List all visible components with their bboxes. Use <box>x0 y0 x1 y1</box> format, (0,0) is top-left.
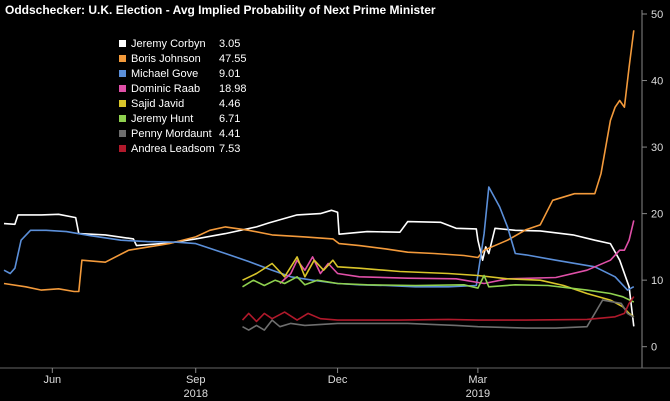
legend-swatch <box>119 40 126 47</box>
legend-swatch <box>119 55 126 62</box>
x-year-label: 2018 <box>183 388 207 400</box>
chart-title: Oddschecker: U.K. Election - Avg Implied… <box>5 3 436 17</box>
legend-swatch <box>119 115 126 122</box>
legend-label: Sajid Javid <box>131 97 185 110</box>
x-tick-label: Mar <box>468 374 487 386</box>
legend-value: 4.46 <box>219 97 241 110</box>
series-line <box>3 209 635 327</box>
legend-swatch <box>119 130 126 137</box>
legend-label: Boris Johnson <box>131 52 201 65</box>
legend-label: Michael Gove <box>131 67 199 80</box>
legend-item: Andrea Leadsom 7.53 <box>113 141 248 156</box>
y-tick-label: 50 <box>651 9 663 21</box>
series-line <box>242 256 635 318</box>
legend-item: Boris Johnson 47.55 <box>113 51 248 66</box>
legend-label: Penny Mordaunt <box>131 127 212 140</box>
y-tick-label: 0 <box>651 342 657 354</box>
legend-value: 6.71 <box>219 112 241 125</box>
legend-label: Dominic Raab <box>131 82 201 95</box>
legend-value: 47.55 <box>219 52 247 65</box>
legend-swatch <box>119 85 126 92</box>
series-line <box>241 296 635 323</box>
legend-item: Jeremy Hunt 6.71 <box>113 111 248 126</box>
legend-item: Michael Gove 9.01 <box>113 66 248 81</box>
x-tick-label: Jun <box>43 374 61 386</box>
legend-value: 18.98 <box>219 82 247 95</box>
series-line <box>242 274 635 303</box>
legend-label: Andrea Leadsom <box>131 142 215 155</box>
legend-swatch <box>119 145 126 152</box>
legend-swatch <box>119 70 126 77</box>
legend-item: Jeremy Corbyn 3.05 <box>113 36 248 51</box>
legend-value: 7.53 <box>219 142 241 155</box>
y-tick-label: 40 <box>651 76 663 88</box>
y-tick-label: 30 <box>651 142 663 154</box>
series-line <box>242 299 635 331</box>
legend-value: 9.01 <box>219 67 241 80</box>
legend-item: Sajid Javid 4.46 <box>113 96 248 111</box>
legend-item: Dominic Raab 18.98 <box>113 81 248 96</box>
x-tick-label: Dec <box>328 374 348 386</box>
legend-swatch <box>119 100 126 107</box>
y-tick-label: 20 <box>651 209 663 221</box>
legend-label: Jeremy Corbyn <box>131 37 206 50</box>
x-tick-label: Sep <box>186 374 206 386</box>
y-tick-label: 10 <box>651 275 663 287</box>
legend-item: Penny Mordaunt 4.41 <box>113 126 248 141</box>
legend-label: Jeremy Hunt <box>131 112 194 125</box>
series-line <box>279 220 635 285</box>
series-line <box>3 30 635 293</box>
x-year-label: 2019 <box>466 388 490 400</box>
legend-value: 3.05 <box>219 37 241 50</box>
legend-value: 4.41 <box>219 127 241 140</box>
legend: Jeremy Corbyn 3.05 Boris Johnson 47.55 Micha… <box>113 34 248 156</box>
